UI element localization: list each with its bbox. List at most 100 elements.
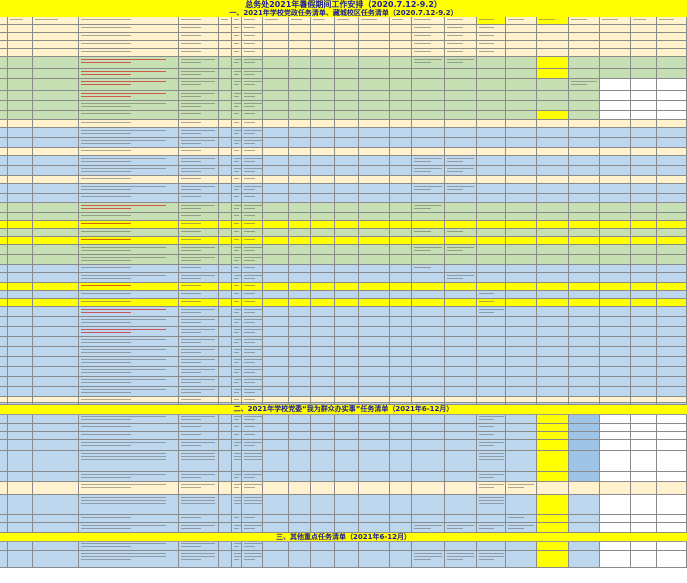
- table-cell: [232, 357, 242, 367]
- table-cell: [600, 265, 631, 273]
- table-cell: [8, 327, 33, 337]
- table-cell: [477, 69, 506, 79]
- table-cell: [506, 317, 537, 327]
- table-cell: [79, 440, 179, 451]
- table-cell: [600, 69, 631, 79]
- table-cell: [79, 327, 179, 337]
- table-cell: [179, 472, 219, 482]
- table-cell: [289, 451, 311, 472]
- table-cell: [179, 327, 219, 337]
- table-cell: [600, 523, 631, 533]
- table-cell: [569, 273, 600, 283]
- table-cell: [8, 307, 33, 317]
- table-cell: [242, 367, 263, 377]
- table-cell: [600, 57, 631, 69]
- table-cell: [311, 347, 335, 357]
- table-cell: [79, 41, 179, 49]
- table-cell: [33, 79, 79, 91]
- table-cell: [219, 128, 232, 138]
- table-cell: [537, 25, 569, 33]
- table-cell: [631, 213, 657, 221]
- table-cell: [569, 33, 600, 41]
- table-cell: [506, 367, 537, 377]
- table-cell: [445, 79, 477, 91]
- table-cell: [631, 138, 657, 148]
- table-cell: [289, 213, 311, 221]
- table-cell: [0, 229, 8, 237]
- table-cell: [79, 387, 179, 397]
- table-cell: [179, 41, 219, 49]
- table-cell: [33, 327, 79, 337]
- table-cell: [33, 229, 79, 237]
- table-cell: [506, 25, 537, 33]
- table-cell: [569, 414, 600, 424]
- table-cell: [412, 291, 445, 299]
- table-cell: [537, 33, 569, 41]
- table-cell: [445, 176, 477, 184]
- table-cell: [232, 41, 242, 49]
- table-cell: [232, 337, 242, 347]
- table-cell: [390, 424, 412, 432]
- table-cell: [263, 221, 289, 229]
- table-cell: [412, 367, 445, 377]
- table-cell: [263, 357, 289, 367]
- table-cell: [359, 541, 390, 551]
- table-cell: [506, 213, 537, 221]
- table-cell: [335, 245, 359, 255]
- table-cell: [390, 472, 412, 482]
- table-cell: [657, 377, 687, 387]
- table-cell: [506, 472, 537, 482]
- table-cell: [263, 91, 289, 101]
- table-cell: [311, 101, 335, 111]
- table-cell: [412, 33, 445, 41]
- table-cell: [506, 33, 537, 41]
- table-cell: [232, 327, 242, 337]
- table-cell: [412, 229, 445, 237]
- table-cell: [390, 25, 412, 33]
- table-cell: [33, 451, 79, 472]
- table-cell: [390, 69, 412, 79]
- table-cell: [179, 49, 219, 57]
- table-cell: [631, 41, 657, 49]
- table-cell: [445, 194, 477, 203]
- table-cell: [477, 120, 506, 128]
- footnotes: [0, 568, 687, 583]
- table-cell: [263, 440, 289, 451]
- table-cell: [537, 166, 569, 176]
- table-cell: [0, 432, 8, 440]
- table-cell: [445, 327, 477, 337]
- table-cell: [242, 357, 263, 367]
- table-cell: [359, 245, 390, 255]
- table-cell: [79, 156, 179, 166]
- table-cell: [600, 194, 631, 203]
- table-cell: [445, 397, 477, 403]
- table-cell: [263, 291, 289, 299]
- table-cell: [412, 424, 445, 432]
- table-cell: [8, 472, 33, 482]
- table-cell: [79, 291, 179, 299]
- table-cell: [445, 495, 477, 515]
- table-cell: [445, 184, 477, 194]
- table-cell: [569, 265, 600, 273]
- table-cell: [657, 523, 687, 533]
- table-cell: [179, 91, 219, 101]
- table-cell: [311, 551, 335, 568]
- table-cell: [600, 367, 631, 377]
- table-cell: [232, 403, 242, 405]
- table-cell: [219, 148, 232, 156]
- table-cell: [8, 283, 33, 291]
- table-cell: [0, 213, 8, 221]
- table-cell: [390, 49, 412, 57]
- table-cell: [263, 245, 289, 255]
- table-cell: [33, 495, 79, 515]
- table-cell: [390, 221, 412, 229]
- table-cell: [0, 317, 8, 327]
- table-cell: [506, 424, 537, 432]
- table-cell: [179, 221, 219, 229]
- table-cell: [537, 255, 569, 265]
- table-cell: [8, 377, 33, 387]
- table-cell: [263, 307, 289, 317]
- table-cell: [335, 541, 359, 551]
- table-cell: [445, 91, 477, 101]
- table-cell: [335, 148, 359, 156]
